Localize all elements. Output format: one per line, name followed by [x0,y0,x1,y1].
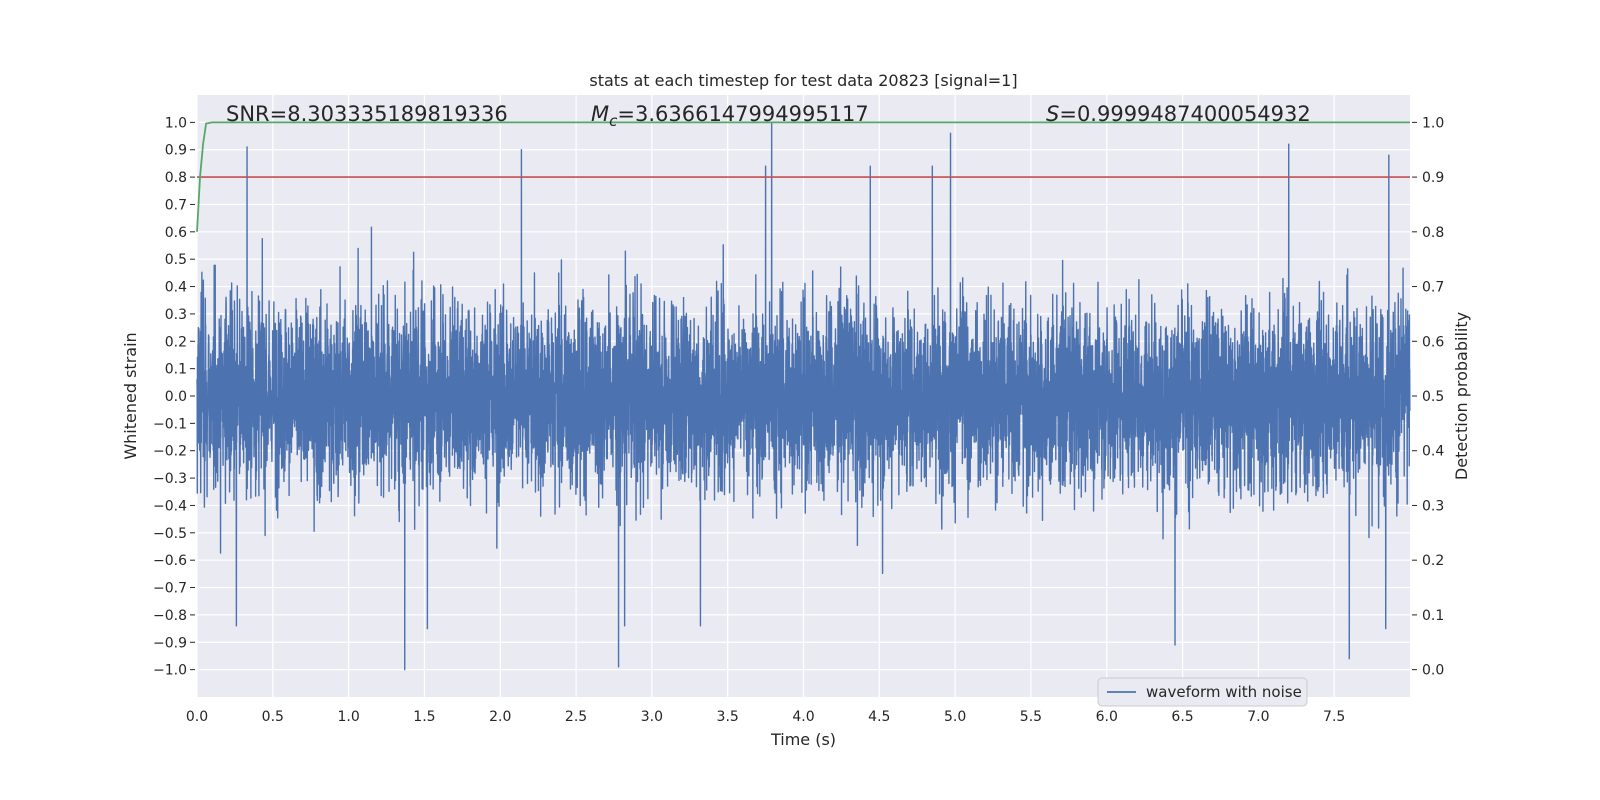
x-tick-label: 6.5 [1171,709,1193,725]
legend-entry-waveform: waveform with noise [1146,683,1302,701]
waveform-line [196,121,1411,671]
x-tick-label: 0.5 [262,709,284,725]
y2-tick-label: 0.1 [1422,608,1444,624]
y-tick-label: 0.7 [165,197,187,213]
y-tick-label: 0.0 [165,389,187,405]
s-value: =0.9999487400054932 [1059,102,1310,126]
y-tick-label: 0.9 [165,143,187,159]
mc-subscript: c [609,112,618,130]
y2-tick-label: 0.7 [1422,280,1444,296]
y-tick-label: 0.6 [165,225,187,241]
y-tick-label: 1.0 [165,115,187,131]
x-tick-label: 7.0 [1247,709,1269,725]
x-tick-label: 3.5 [717,709,739,725]
x-axis-label: Time (s) [770,730,836,749]
y2-tick-label: 0.5 [1422,389,1444,405]
y-tick-label: −0.9 [153,635,187,651]
y-tick-label: −0.5 [153,526,187,542]
x-tick-label: 2.0 [489,709,511,725]
legend-box [1097,677,1308,707]
y-tick-label: −0.6 [153,553,187,569]
chirp-mass-annotation: Mc=3.6366147994995117 [591,102,869,130]
mc-value: =3.6366147994995117 [617,102,868,126]
y2-axis-label: Detection probability [1452,312,1471,480]
x-tick-label: 1.5 [413,709,435,725]
score-annotation: S=0.9999487400054932 [1046,102,1311,126]
y2-tick-label: 0.6 [1422,334,1444,350]
y-tick-label: 0.1 [165,362,187,378]
y-tick-label: 0.3 [165,307,187,323]
waveform-series [196,121,1411,671]
x-tick-label: 1.0 [337,709,359,725]
x-tick-label: 2.5 [565,709,587,725]
y2-tick-label: 0.8 [1422,225,1444,241]
s-symbol: S [1046,102,1059,126]
mc-symbol: M [591,102,609,126]
y-tick-label: −0.3 [153,471,187,487]
x-tick-label: 5.0 [944,709,966,725]
x-tick-label: 3.0 [641,709,663,725]
y2-tick-label: 0.3 [1422,498,1444,514]
chart-title: stats at each timestep for test data 208… [589,71,1017,90]
y-tick-label: −0.4 [153,498,187,514]
x-tick-label: 5.5 [1020,709,1042,725]
y-tick-label: −0.7 [153,581,187,597]
y-tick-label: −1.0 [153,663,187,679]
y-tick-label: 0.8 [165,170,187,186]
y2-tick-label: 0.9 [1422,170,1444,186]
y-tick-label: 0.5 [165,252,187,268]
x-tick-label: 0.0 [186,709,208,725]
y2-tick-label: 0.2 [1422,553,1444,569]
probability-line [196,121,1410,232]
y-tick-label: 0.2 [165,334,187,350]
y-tick-label: −0.1 [153,416,187,432]
y2-tick-label: 0.4 [1422,444,1444,460]
y-tick-label: −0.8 [153,608,187,624]
y2-tick-label: 0.0 [1422,663,1444,679]
x-tick-label: 4.0 [792,709,814,725]
y-tick-label: −0.2 [153,444,187,460]
x-tick-label: 6.0 [1096,709,1118,725]
axis-ticks: 0.0 0.5 1.0 1.5 2.0 2.5 3.0 3.5 4.0 4.5 5.0 5.5 6.0 6… [153,115,1444,725]
x-tick-label: 4.5 [868,709,890,725]
legend: waveform with noise [1097,677,1308,707]
y-axis-label: Whitened strain [121,332,140,459]
x-tick-label: 7.5 [1323,709,1345,725]
overlay-series [196,121,1410,232]
y2-tick-label: 1.0 [1422,115,1444,131]
snr-annotation: SNR=8.303335189819336 [226,102,508,126]
y-tick-label: 0.4 [165,280,187,296]
